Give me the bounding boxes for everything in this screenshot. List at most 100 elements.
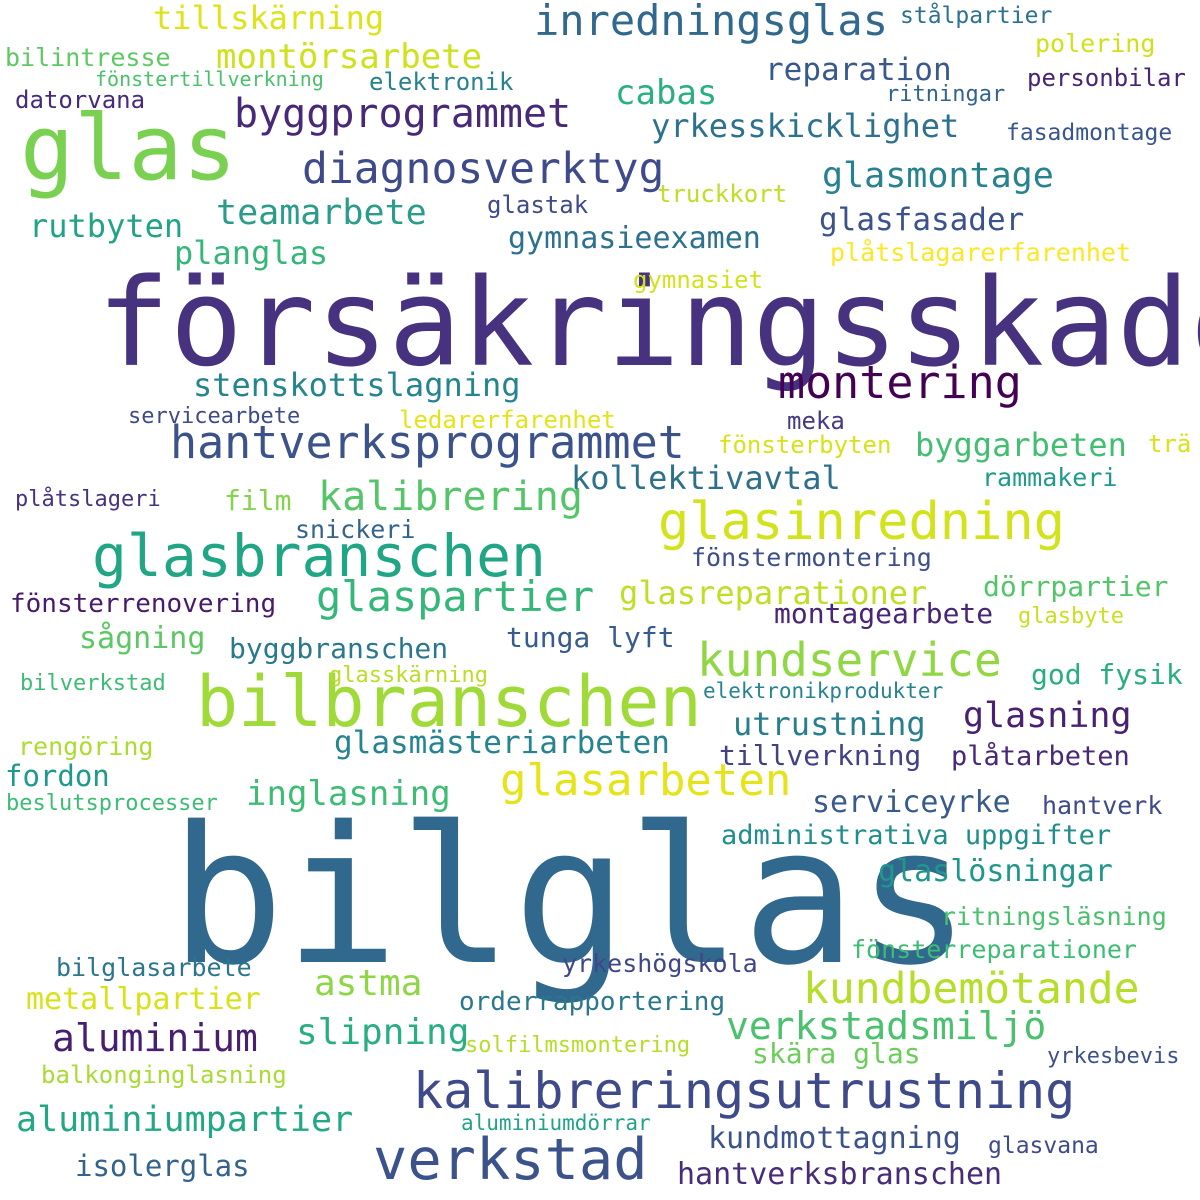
word-fonsterreparationer: fönsterreparationer [851,935,1137,964]
word-astma: astma [314,963,423,1004]
word-fasadmontage: fasadmontage [1006,120,1173,146]
word-teamarbete: teamarbete [216,193,427,233]
word-montorsarbete: montörsarbete [216,37,483,77]
word-bilglas: bilglas [170,786,971,1007]
word-verkstad: verkstad [373,1127,648,1193]
word-forsakringsskador: försäkringsskador [97,253,1200,394]
word-glasbyte: glasbyte [1018,604,1124,629]
word-glasvana: glasvana [988,1133,1099,1159]
word-kollektivavtal: kollektivavtal [571,459,841,497]
word-verkstadsmiljo: verkstadsmiljö [726,1004,1047,1048]
word-fordon: fordon [5,759,110,793]
word-glasfasader: glasfasader [819,202,1025,238]
word-montagearbete: montagearbete [774,597,994,630]
word-glasning: glasning [963,696,1132,736]
word-administrativa-uppgifter: administrativa uppgifter [721,820,1112,851]
word-inglasning: inglasning [246,774,451,814]
word-snickeri: snickeri [295,515,416,544]
word-truckkort: truckkort [657,180,788,208]
word-bilbranschen: bilbranschen [196,661,702,743]
word-glasmasteriarbeten: glasmästeriarbeten [334,725,670,761]
word-polering: polering [1035,29,1156,58]
word-platslagarerfarenhet: plåtslagarerfarenhet [830,238,1132,267]
word-hantverksprogrammet: hantverksprogrammet [170,416,685,469]
word-cabas: cabas [615,73,718,113]
word-dorrpartier: dörrpartier [983,570,1169,603]
word-metallpartier: metallpartier [26,982,261,1017]
word-glas: glas [20,96,237,201]
word-aluminiumdorrar: aluminiumdörrar [461,1111,651,1135]
word-gymnasiet: gymnasiet [633,266,764,294]
word-bilintresse: bilintresse [5,43,171,72]
word-ritningar: ritningar [886,82,1006,107]
word-platarbeten: plåtarbeten [951,741,1130,772]
word-stalpartier: stålpartier [900,3,1053,29]
word-reparation: reparation [765,52,952,88]
word-film: film [224,484,292,517]
word-stenskottslagning: stenskottslagning [193,366,521,404]
word-byggbranschen: byggbranschen [229,632,449,665]
word-ledarerfarenhet: ledarerfarenhet [399,406,616,434]
word-elektronikprodukter: elektronikprodukter [703,679,944,703]
word-aluminiumpartier: aluminiumpartier [16,1100,354,1140]
word-gymnasieexamen: gymnasieexamen [508,221,761,256]
word-tunga-lyft: tunga lyft [506,621,675,654]
word-sagning: sågning [79,621,206,656]
word-yrkesskicklighet: yrkesskicklighet [651,107,960,145]
word-rammakeri: rammakeri [982,463,1118,492]
word-rutbyten: rutbyten [29,207,184,245]
word-fonstertillverkning: fönstertillverkning [95,67,324,91]
word-glaspartier: glaspartier [316,572,595,621]
word-glasbranschen: glasbranschen [92,522,546,590]
word-yrkesbevis: yrkesbevis [1047,1044,1180,1069]
word-aluminium: aluminium [52,1016,258,1060]
word-god-fysik: god fysik [1031,658,1183,691]
word-orderrapportering: orderrapportering [459,987,726,1017]
word-skara-glas: skära glas [752,1037,921,1070]
word-serviceyrke: serviceyrke [812,785,1011,820]
word-kundservice: kundservice [697,633,1002,687]
word-kundmottagning: kundmottagning [708,1121,961,1156]
word-inredningsglas: inredningsglas [534,0,889,45]
word-utrustning: utrustning [733,705,926,743]
word-glasmontage: glasmontage [822,156,1054,196]
word-hantverksbranschen: hantverksbranschen [677,1157,1003,1192]
word-hantverk: hantverk [1042,791,1163,820]
word-datorvana: datorvana [15,86,146,114]
word-glasinredning: glasinredning [658,492,1065,552]
word-montering: montering [778,356,1022,409]
word-elektronik: elektronik [369,68,514,96]
word-yrkeshogskola: yrkeshögskola [562,949,758,978]
word-fonsterbyten: fönsterbyten [718,431,892,459]
word-fonsterrenovering: fönsterrenovering [10,589,277,619]
word-kalibrering: kalibrering [318,474,583,520]
word-glasarbeten: glasarbeten [500,755,792,806]
word-diagnosverktyg: diagnosverktyg [302,144,665,194]
word-rengoring: rengöring [18,732,154,761]
word-bilglasarbete: bilglasarbete [56,953,252,982]
word-personbilar: personbilar [1027,64,1186,92]
word-glasskarning: glasskärning [329,663,488,688]
word-glaslosningar: glaslösningar [878,854,1113,889]
word-solfilmsmontering: solfilmsmontering [465,1033,691,1058]
word-isolerglas: isolerglas [75,1149,250,1183]
word-balkonginglasning: balkonginglasning [41,1061,287,1089]
word-tillskarning: tillskärning [153,0,385,37]
word-byggarbeten: byggarbeten [915,426,1127,464]
word-tillverkning: tillverkning [719,739,922,772]
word-slipning: slipning [296,1012,470,1053]
word-planglas: planglas [174,234,329,272]
word-bilverkstad: bilverkstad [20,671,166,696]
word-fonstermontering: fönstermontering [691,543,932,572]
word-ritningslasning: ritningsläsning [941,902,1167,931]
word-servicearbete: servicearbete [128,404,301,429]
word-kalibreringsutrustning: kalibreringsutrustning [413,1062,1076,1120]
word-tra: trä [1148,430,1192,458]
word-meka: meka [787,407,845,435]
word-glasreparationer: glasreparationer [619,574,928,612]
word-beslutsprocesser: beslutsprocesser [6,791,218,816]
word-byggprogrammet: byggprogrammet [234,91,572,137]
word-platslageri: plåtslageri [15,487,161,512]
word-glastak: glastak [487,191,589,219]
